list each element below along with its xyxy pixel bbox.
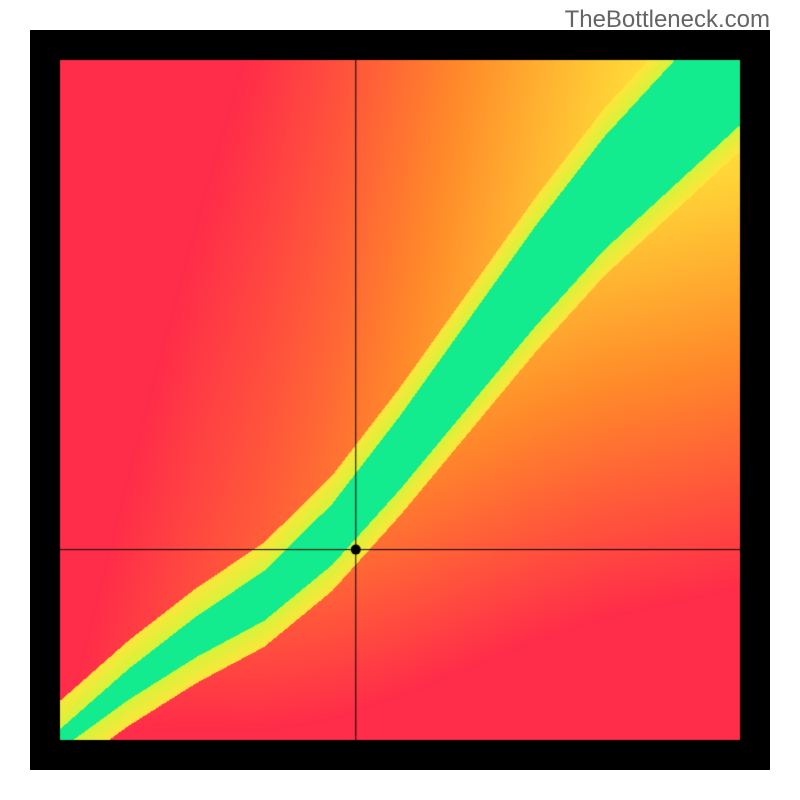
bottleneck-heatmap xyxy=(30,30,770,770)
chart-container: TheBottleneck.com xyxy=(0,0,800,800)
